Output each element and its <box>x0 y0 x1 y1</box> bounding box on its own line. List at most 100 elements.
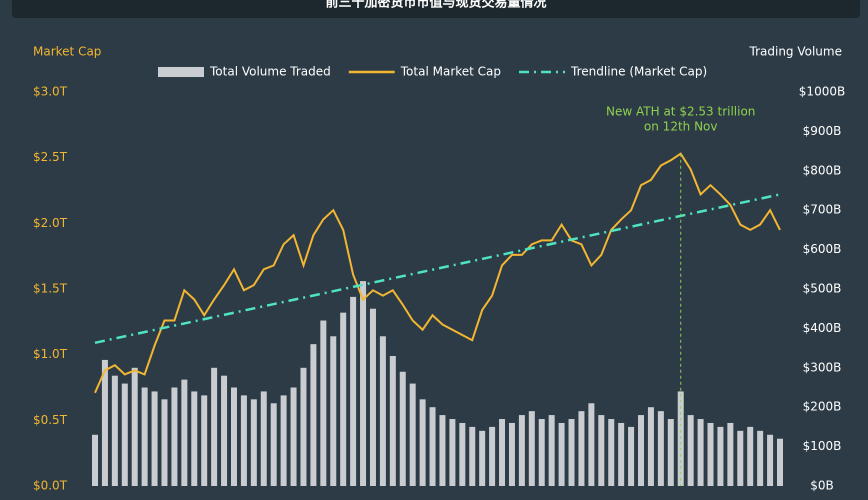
chart-title: 前三十加密货币市值与现货交易量情况 <box>325 0 546 11</box>
volume-bar <box>469 426 476 486</box>
y2-tick-label: $500B <box>803 282 842 296</box>
volume-bar <box>578 411 585 486</box>
y2-tick-label: $600B <box>803 242 842 256</box>
volume-bar <box>310 344 317 486</box>
volume-bar <box>369 308 376 486</box>
volume-bar <box>737 430 744 486</box>
volume-bar <box>280 395 287 486</box>
volume-bar <box>508 422 515 486</box>
volume-bar <box>320 320 327 486</box>
volume-bar <box>767 434 774 486</box>
volume-bar <box>528 411 535 486</box>
volume-bar <box>439 415 446 486</box>
volume-bar <box>111 375 118 486</box>
y2-tick-label: $1000B <box>799 85 845 99</box>
legend-label: Total Volume Traded <box>209 65 331 79</box>
volume-bar <box>598 415 605 486</box>
y2-tick-label: $100B <box>803 439 842 453</box>
y2-tick-label: $300B <box>803 360 842 374</box>
volume-bar <box>201 395 208 486</box>
volume-bar <box>270 403 277 486</box>
volume-bar <box>330 336 337 486</box>
volume-bar <box>707 422 714 486</box>
volume-bar <box>459 422 466 486</box>
volume-bar <box>638 415 645 486</box>
volume-bar <box>151 391 158 486</box>
volume-bar <box>489 426 496 486</box>
volume-bar <box>538 419 545 486</box>
volume-bar <box>558 422 565 486</box>
volume-bar <box>548 415 555 486</box>
legend-label: Trendline (Market Cap) <box>570 65 707 79</box>
y2-tick-label: $400B <box>803 321 842 335</box>
volume-bar <box>340 312 347 486</box>
volume-bar <box>747 426 754 486</box>
volume-bar <box>409 383 416 486</box>
volume-bar <box>300 367 307 486</box>
volume-bar <box>92 434 98 486</box>
volume-bar <box>230 387 237 486</box>
y2-axis-label: Trading Volume <box>749 45 842 59</box>
volume-bar <box>181 379 188 486</box>
y-tick-label: $3.0T <box>33 85 68 99</box>
market-cap-line <box>94 152 781 394</box>
y-tick-label: $0.0T <box>33 479 68 493</box>
volume-bar <box>757 430 764 486</box>
volume-bar <box>360 281 367 486</box>
volume-bar <box>777 438 783 486</box>
volume-bar <box>608 419 615 486</box>
volume-bar <box>449 419 456 486</box>
volume-bar <box>657 411 664 486</box>
volume-bar <box>211 367 218 486</box>
volume-bar <box>518 415 525 486</box>
volume-bar <box>171 387 178 486</box>
y2-tick-label: $200B <box>803 400 842 414</box>
volume-bar <box>221 375 228 486</box>
volume-bar <box>101 359 108 486</box>
y2-tick-label: $700B <box>803 203 842 217</box>
volume-bar <box>568 419 575 486</box>
volume-bar <box>667 419 674 486</box>
y-tick-label: $1.0T <box>33 347 68 361</box>
y-tick-label: $1.5T <box>33 282 68 296</box>
volume-bar <box>687 415 694 486</box>
volume-bar <box>697 419 704 486</box>
y2-tick-label: $0B <box>810 479 834 493</box>
volume-bar <box>727 422 734 486</box>
volume-bar <box>419 399 426 486</box>
volume-bar <box>250 399 257 486</box>
y-tick-label: $2.0T <box>33 216 68 230</box>
volume-bar <box>628 426 635 486</box>
y2-tick-label: $800B <box>803 163 842 177</box>
volume-bar <box>350 296 357 486</box>
legend-swatch <box>158 67 204 77</box>
volume-bar <box>240 395 247 486</box>
volume-bar <box>290 387 297 486</box>
volume-bar <box>618 422 625 486</box>
annotation-text: on 12th Nov <box>644 120 718 134</box>
volume-bar <box>647 407 654 486</box>
volume-bar <box>191 391 198 486</box>
volume-bar <box>429 407 436 486</box>
volume-bar <box>399 371 406 486</box>
volume-bar <box>131 367 138 486</box>
volume-bar <box>379 336 386 486</box>
volume-bar <box>161 399 168 486</box>
y-tick-label: $0.5T <box>33 413 68 427</box>
volume-bar <box>260 391 267 486</box>
volume-bar <box>141 387 148 486</box>
volume-bar <box>717 426 724 486</box>
volume-bar <box>121 383 128 486</box>
y2-tick-label: $900B <box>803 124 842 138</box>
title-bar <box>12 0 860 18</box>
volume-bar <box>499 419 506 486</box>
y-tick-label: $2.5T <box>33 150 68 164</box>
trendline <box>94 193 781 345</box>
legend-label: Total Market Cap <box>400 65 501 79</box>
volume-bar <box>588 403 595 486</box>
annotation-text: New ATH at $2.53 trillion <box>606 105 755 119</box>
y-axis-label: Market Cap <box>33 45 101 59</box>
volume-bar <box>389 355 396 486</box>
